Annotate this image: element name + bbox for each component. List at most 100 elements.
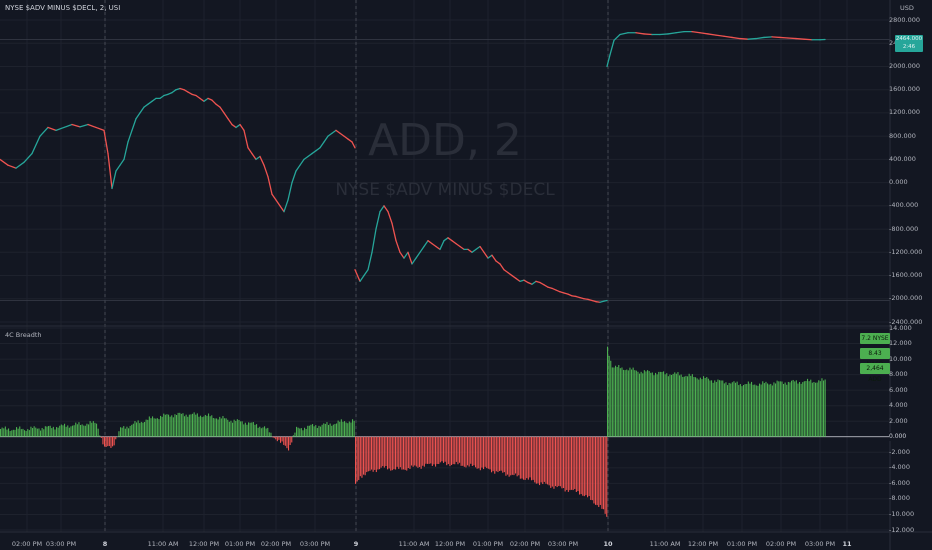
positive-bar xyxy=(627,370,629,437)
symbol-title[interactable]: NYSE $ADV MINUS $DECL, 2, USI xyxy=(5,4,121,12)
positive-bar xyxy=(816,382,818,437)
positive-bar xyxy=(64,423,66,437)
down-segment xyxy=(335,129,341,134)
negative-bar xyxy=(492,436,494,472)
positive-bar xyxy=(736,381,738,437)
positive-bar xyxy=(712,382,714,437)
up-segment xyxy=(287,181,293,201)
positive-bar xyxy=(340,419,342,437)
positive-bar xyxy=(751,381,753,437)
down-segment xyxy=(511,274,517,280)
positive-bar xyxy=(206,415,208,437)
positive-bar xyxy=(651,372,653,437)
negative-bar xyxy=(435,436,437,467)
negative-bar xyxy=(113,436,115,446)
positive-bar xyxy=(714,380,716,437)
positive-bar xyxy=(824,379,826,437)
negative-bar xyxy=(414,436,416,466)
up-segment xyxy=(367,251,373,271)
negative-bar xyxy=(273,436,275,439)
positive-bar xyxy=(153,418,155,437)
up-segment xyxy=(167,91,173,95)
oscillator-axis-label: -10.000 xyxy=(889,509,915,518)
positive-bar xyxy=(747,381,749,437)
positive-bar xyxy=(312,424,314,437)
positive-bar xyxy=(791,380,793,437)
positive-bar xyxy=(310,424,312,437)
up-segment xyxy=(123,141,129,161)
price-axis-label: -1600.000 xyxy=(889,271,923,280)
negative-bar xyxy=(288,436,290,451)
up-segment xyxy=(471,248,477,253)
negative-bar xyxy=(390,436,392,471)
positive-bar xyxy=(67,425,69,437)
negative-bar xyxy=(591,436,593,501)
down-segment xyxy=(195,94,201,100)
positive-bar xyxy=(621,367,623,437)
indicator-title[interactable]: 4C Breadth xyxy=(5,331,42,339)
oscillator-zero-tag: 0.000 xyxy=(889,432,921,441)
positive-bar xyxy=(99,435,101,437)
positive-bar xyxy=(316,427,318,437)
negative-bar xyxy=(545,436,547,484)
down-segment xyxy=(71,123,81,128)
positive-bar xyxy=(188,414,190,437)
positive-bar xyxy=(92,421,94,437)
positive-bar xyxy=(691,374,693,437)
positive-bar xyxy=(725,382,727,437)
negative-bar xyxy=(473,436,475,466)
positive-bar xyxy=(300,428,302,437)
positive-bar xyxy=(332,424,334,437)
negative-bar xyxy=(598,436,600,507)
negative-bar xyxy=(534,436,536,483)
negative-bar xyxy=(567,436,569,492)
negative-bar xyxy=(393,436,395,470)
positive-bar xyxy=(65,426,67,437)
negative-bar xyxy=(272,436,274,438)
time-axis-label: 01:00 PM xyxy=(726,540,758,548)
positive-bar xyxy=(73,425,75,437)
positive-bar xyxy=(811,382,813,437)
negative-bar xyxy=(587,436,589,498)
negative-bar xyxy=(411,436,413,466)
positive-bar xyxy=(757,385,759,437)
down-segment xyxy=(787,37,797,40)
negative-bar xyxy=(563,436,565,489)
current-price-value: 2464.000 xyxy=(895,36,923,42)
positive-bar xyxy=(139,423,141,437)
down-segment xyxy=(435,245,441,251)
down-segment xyxy=(575,295,581,299)
up-segment xyxy=(603,299,608,302)
negative-bar xyxy=(516,436,518,477)
positive-bar xyxy=(54,429,56,437)
negative-bar xyxy=(603,436,605,510)
price-axis-label: -1200.000 xyxy=(889,247,923,256)
time-axis-label: 01:00 PM xyxy=(472,540,504,548)
positive-bar xyxy=(182,413,184,437)
down-segment xyxy=(447,237,453,242)
current-price-countdown: 2:46 xyxy=(902,44,916,50)
nyse-breadth-box: 7.2 NYSE xyxy=(860,333,890,344)
positive-bar xyxy=(743,384,745,437)
up-segment xyxy=(283,199,289,213)
day-marker-label: 9 xyxy=(353,540,359,548)
negative-bar xyxy=(574,436,576,489)
positive-bar xyxy=(244,422,246,437)
price-axis-label: 2000.000 xyxy=(889,61,921,70)
down-segment xyxy=(339,132,345,137)
negative-bar xyxy=(375,436,377,473)
down-segment xyxy=(539,281,545,286)
negative-bar xyxy=(359,436,361,477)
up-segment xyxy=(311,150,317,155)
positive-bar xyxy=(619,368,621,437)
time-axis-label: 03:00 PM xyxy=(547,540,579,548)
up-segment xyxy=(131,118,137,131)
positive-bar xyxy=(634,370,636,437)
positive-bar xyxy=(671,375,673,437)
current-price-tag: 2464.000 2:46 xyxy=(895,35,923,52)
up-segment xyxy=(613,33,621,41)
negative-bar xyxy=(507,436,509,475)
down-segment xyxy=(279,205,285,213)
positive-bar xyxy=(94,422,96,437)
